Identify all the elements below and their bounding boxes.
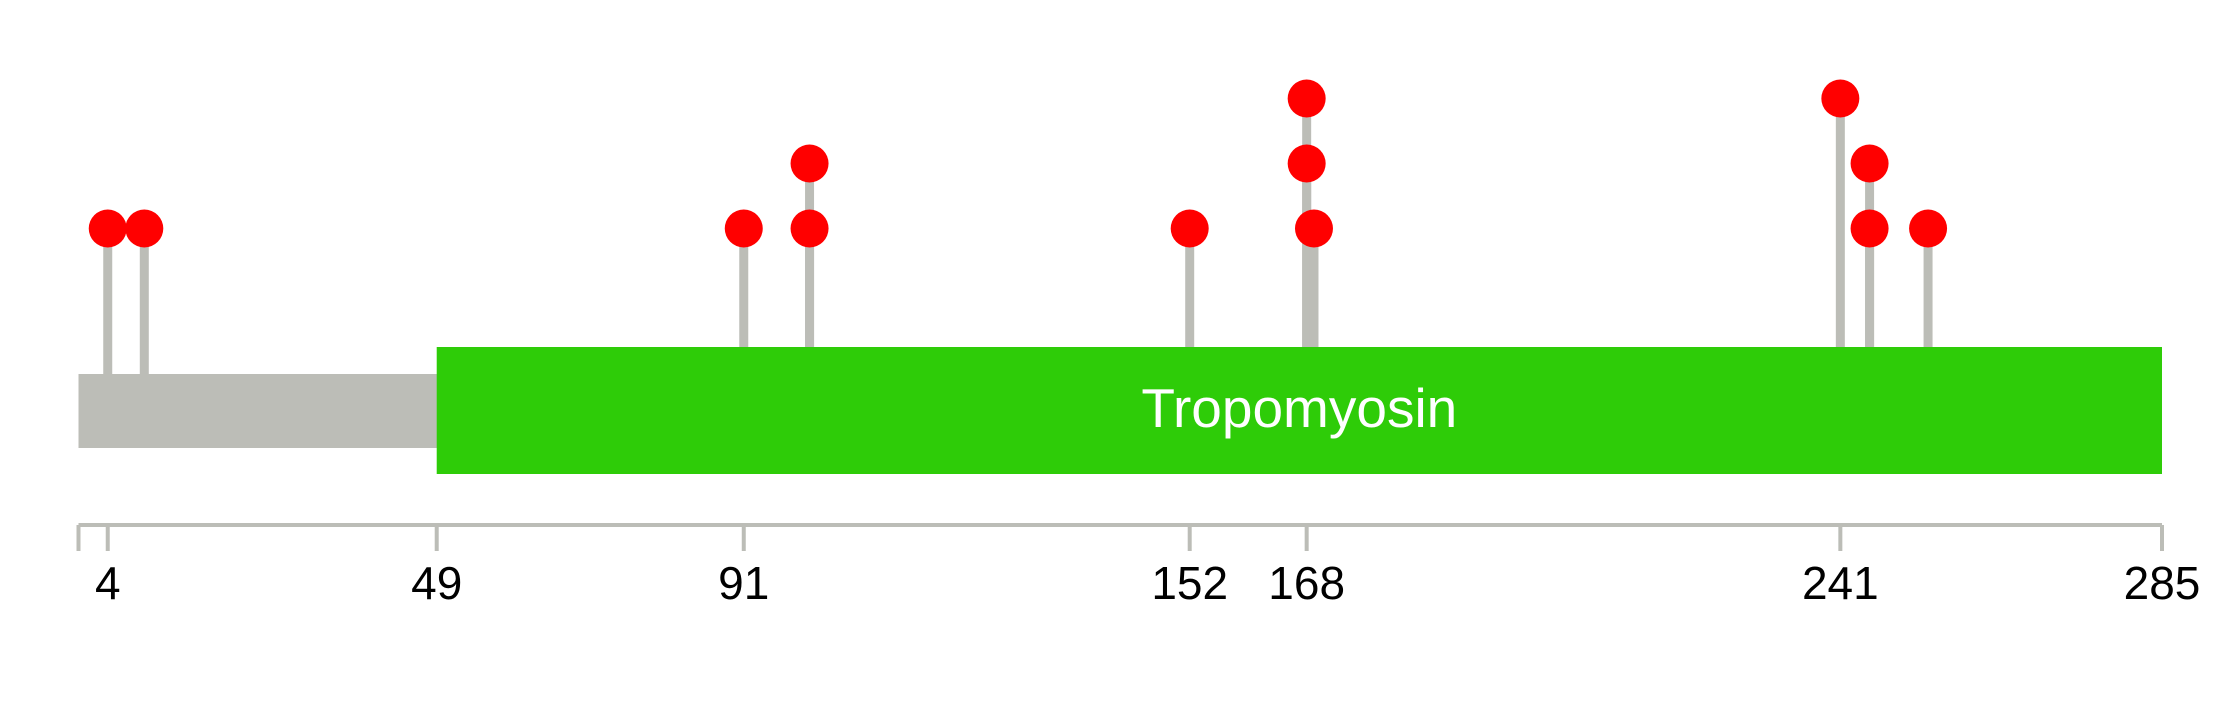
x-tick-label: 285 (2124, 557, 2201, 609)
lollipop-head (1294, 209, 1333, 248)
lollipop-head (1821, 79, 1860, 118)
x-tick-label: 241 (1802, 557, 1879, 609)
x-tick-label: 152 (1151, 557, 1228, 609)
lollipop-head (1287, 144, 1326, 183)
domain-label: Tropomyosin (1141, 377, 1457, 439)
lollipop-head (724, 209, 763, 248)
x-tick-label: 168 (1268, 557, 1345, 609)
lollipop-head (88, 209, 127, 248)
x-tick-label: 4 (95, 557, 121, 609)
lollipop-head (1850, 144, 1889, 183)
lollipop-head (1287, 79, 1326, 118)
lollipop-head (1850, 209, 1889, 248)
x-tick-label: 49 (411, 557, 462, 609)
lollipop-head (790, 144, 829, 183)
lollipop-head (1170, 209, 1209, 248)
lollipop-head (790, 209, 829, 248)
lollipop-head (125, 209, 164, 248)
x-tick-label: 91 (718, 557, 769, 609)
domain (436, 347, 2162, 474)
lollipop-head (1909, 209, 1948, 248)
